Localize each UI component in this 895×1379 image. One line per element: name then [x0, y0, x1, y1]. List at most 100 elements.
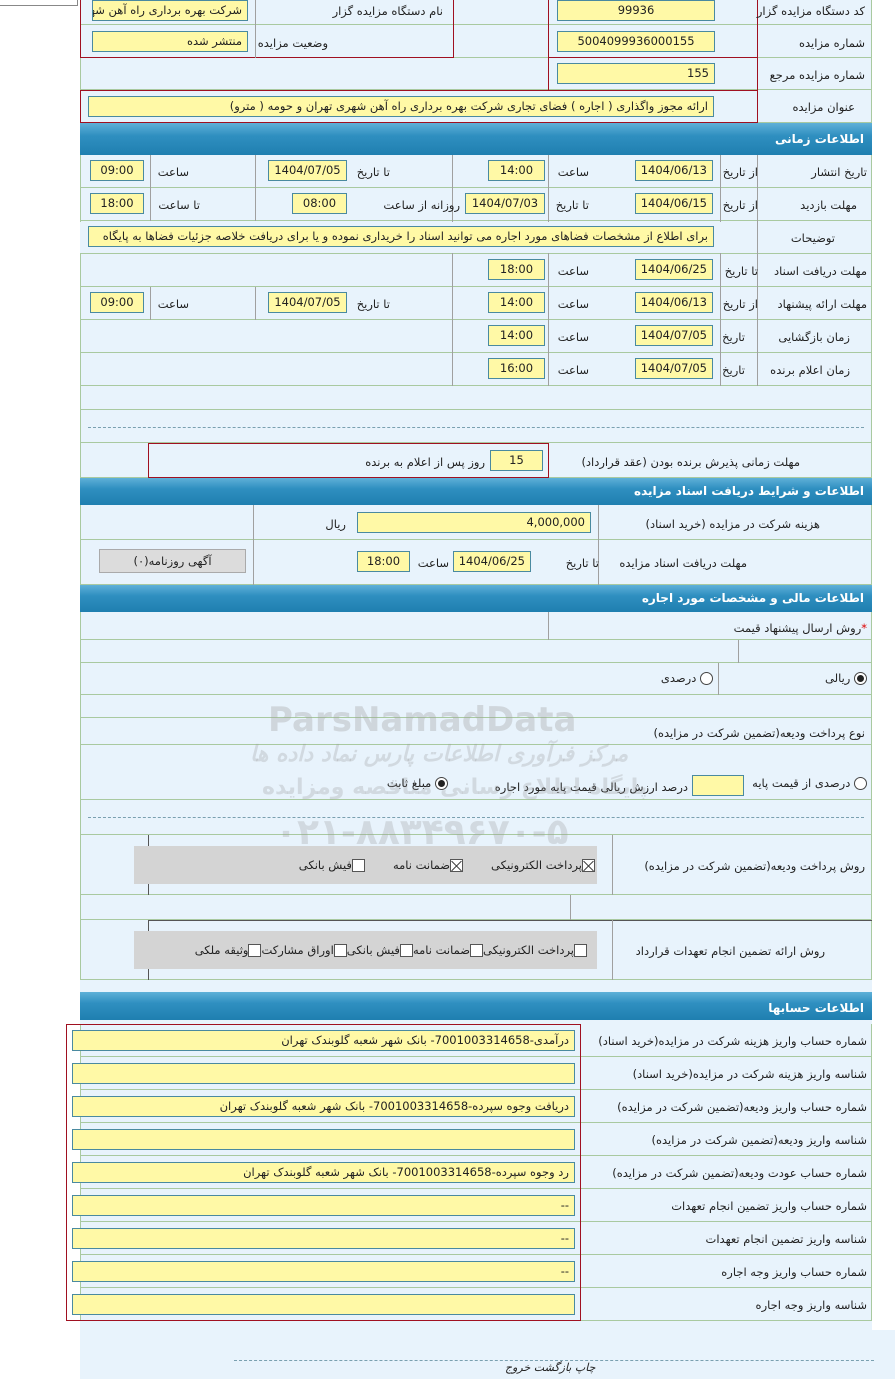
checkbox[interactable] — [351, 859, 365, 872]
account-field[interactable] — [72, 1294, 575, 1315]
account-field[interactable]: درآمدی-7001003314658- بانک شهر شعبه گلوب… — [72, 1030, 575, 1051]
status-label: وضعیت مزایده — [257, 36, 328, 50]
divider — [570, 895, 571, 920]
account-field[interactable]: -- — [72, 1261, 575, 1282]
divider — [757, 155, 758, 386]
radio-button[interactable] — [854, 777, 867, 790]
divider — [255, 155, 256, 221]
radio-deposit-percent[interactable]: درصدی از قیمت پایه — [752, 776, 867, 790]
to-date-label: تا تاریخ — [724, 264, 758, 278]
offer-label: مهلت ارائه پیشنهاد — [777, 297, 867, 311]
checkbox[interactable] — [399, 944, 413, 957]
divider — [738, 640, 739, 663]
checkbox[interactable] — [333, 944, 347, 957]
org-name-field[interactable]: شرکت بهره برداری راه آهن شهری تهران و حو… — [92, 0, 248, 21]
radio-button[interactable] — [700, 672, 713, 685]
doc-to-time[interactable]: 18:00 — [488, 259, 545, 280]
fee-field[interactable]: 4,000,000 — [357, 512, 591, 533]
visit-to-date[interactable]: 1404/07/03 — [465, 193, 545, 214]
account-label: شماره حساب عودت ودیعه(تضمین شرکت در مزای… — [612, 1166, 867, 1180]
visit-from-date[interactable]: 1404/06/15 — [635, 193, 713, 214]
watermark-brand: ParsNamadData — [268, 700, 577, 740]
account-field[interactable]: -- — [72, 1195, 575, 1216]
date-label: تاریخ — [722, 363, 745, 377]
checkbox-option[interactable]: پرداخت الکترونیکی — [491, 858, 595, 872]
visit-daily-from[interactable]: 08:00 — [292, 193, 347, 214]
radio-percent[interactable]: درصدی — [661, 671, 713, 685]
account-field[interactable]: رد وجوه سپرده-7001003314658- بانک شهر شع… — [72, 1162, 575, 1183]
account-label: شماره حساب واریز هزینه شرکت در مزایده(خر… — [598, 1034, 867, 1048]
ref-no-field[interactable]: 155 — [557, 63, 715, 84]
offer-to-date[interactable]: 1404/07/05 — [268, 292, 347, 313]
account-field[interactable] — [72, 1129, 575, 1150]
status-field[interactable]: منتشر شده — [92, 31, 248, 52]
winner-date[interactable]: 1404/07/05 — [635, 358, 713, 379]
publish-to-time[interactable]: 09:00 — [90, 160, 144, 181]
deposit-method-label: روش پرداخت ودیعه(تضمین شرکت در مزایده) — [644, 859, 865, 873]
row-deposit-options — [80, 745, 872, 800]
account-label: شماره حساب واریز وجه اجاره — [721, 1265, 867, 1279]
dashed-separator — [88, 817, 864, 818]
checkbox[interactable] — [574, 944, 587, 957]
row-empty — [80, 640, 872, 663]
checkbox-option[interactable]: ضمانت نامه — [413, 943, 484, 957]
open-time[interactable]: 14:00 — [488, 325, 545, 346]
org-code-field[interactable]: 99936 — [557, 0, 715, 21]
visit-daily-to[interactable]: 18:00 — [90, 193, 144, 214]
checkbox-label: وثیقه ملکی — [194, 943, 249, 957]
checkbox-option[interactable]: ضمانت نامه — [393, 858, 464, 872]
checkbox-label: فیش بانکی — [346, 943, 400, 957]
winner-time[interactable]: 16:00 — [488, 358, 545, 379]
offer-from-time[interactable]: 14:00 — [488, 292, 545, 313]
org-name-label: نام دستگاه مزایده گزار — [332, 4, 443, 18]
deposit-method-options: پرداخت الکترونیکی ضمانت نامه فیش بانکی — [271, 858, 595, 872]
date-label: تاریخ — [722, 330, 745, 344]
checkbox-option[interactable]: اوراق مشارکت — [261, 943, 347, 957]
publish-from-date[interactable]: 1404/06/13 — [635, 160, 713, 181]
from-date-label: از تاریخ — [722, 297, 758, 311]
account-field[interactable]: -- — [72, 1228, 575, 1249]
account-field[interactable]: دریافت وجوه سپرده-7001003314658- بانک شه… — [72, 1096, 575, 1117]
offer-to-time[interactable]: 09:00 — [90, 292, 144, 313]
radio-button[interactable] — [435, 777, 448, 790]
divider — [255, 0, 256, 58]
checkbox-option[interactable]: فیش بانکی — [299, 858, 365, 872]
publish-from-time[interactable]: 14:00 — [488, 160, 545, 181]
radio-label: درصدی از قیمت پایه — [752, 776, 851, 790]
radio-deposit-fixed[interactable]: مبلغ ثابت — [387, 776, 448, 790]
back-link[interactable]: بازگشت — [533, 1361, 572, 1374]
exit-link[interactable]: خروج — [505, 1361, 531, 1374]
open-date[interactable]: 1404/07/05 — [635, 325, 713, 346]
print-link[interactable]: چاپ — [574, 1361, 596, 1374]
checkbox[interactable] — [450, 859, 464, 872]
checkbox[interactable] — [582, 859, 595, 872]
accept-suffix: روز پس از اعلام به برنده — [365, 455, 485, 469]
doc-deadline-time[interactable]: 18:00 — [357, 551, 410, 572]
checkbox-option[interactable]: پرداخت الکترونیکی — [483, 943, 587, 957]
checkbox[interactable] — [470, 944, 484, 957]
radio-label: مبلغ ثابت — [386, 776, 432, 790]
publish-to-date[interactable]: 1404/07/05 — [268, 160, 347, 181]
divider — [255, 287, 256, 320]
checkbox[interactable] — [248, 944, 262, 957]
account-field[interactable] — [72, 1063, 575, 1084]
doc-to-date[interactable]: 1404/06/25 — [635, 259, 713, 280]
deposit-percent-field[interactable] — [692, 775, 744, 796]
account-label: شناسه واریز هزینه شرکت در مزایده(خرید اس… — [632, 1067, 867, 1081]
auction-no-field[interactable]: 5004099936000155 — [557, 31, 715, 52]
accept-days-field[interactable]: 15 — [490, 450, 543, 471]
checkbox-option[interactable]: فیش بانکی — [347, 943, 413, 957]
checkbox-option[interactable]: وثیقه ملکی — [195, 943, 262, 957]
radio-button[interactable] — [854, 672, 867, 685]
radio-rial[interactable]: ریالی — [825, 671, 867, 685]
row-empty — [80, 386, 872, 410]
offer-from-date[interactable]: 1404/06/13 — [635, 292, 713, 313]
title-label: عنوان مزایده — [792, 100, 855, 114]
account-label: شناسه واریز ودیعه(تضمین شرکت در مزایده) — [651, 1133, 867, 1147]
accounts-box — [66, 1024, 581, 1321]
desc-field[interactable]: برای اطلاع از مشخصات فضاهای مورد اجاره م… — [88, 226, 714, 247]
newspaper-ad-button[interactable]: آگهی روزنامه(۰) — [99, 549, 246, 573]
publish-label: تاریخ انتشار — [811, 165, 867, 179]
title-field[interactable]: ارائه مجوز واگذاری ( اجاره ) فضای تجاری … — [88, 96, 714, 117]
doc-deadline-date[interactable]: 1404/06/25 — [453, 551, 531, 572]
